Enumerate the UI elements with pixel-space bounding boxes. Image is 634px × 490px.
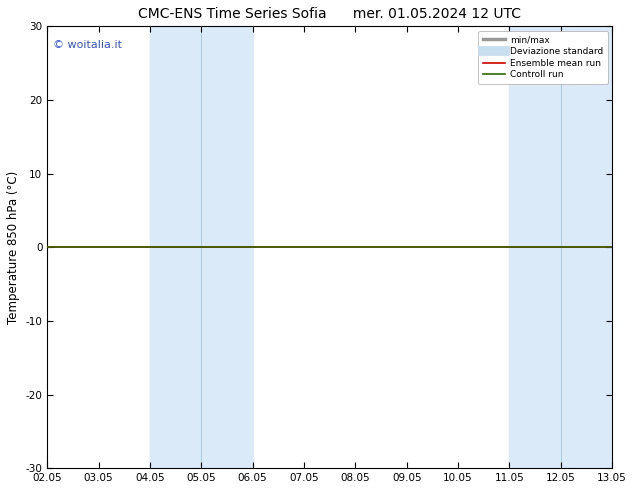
Bar	[510, 26, 612, 468]
Title: CMC-ENS Time Series Sofia      mer. 01.05.2024 12 UTC: CMC-ENS Time Series Sofia mer. 01.05.202…	[138, 7, 521, 21]
Y-axis label: Temperature 850 hPa (°C): Temperature 850 hPa (°C)	[7, 171, 20, 324]
Legend: min/max, Deviazione standard, Ensemble mean run, Controll run: min/max, Deviazione standard, Ensemble m…	[478, 31, 607, 84]
Text: © woitalia.it: © woitalia.it	[53, 40, 122, 49]
Bar	[150, 26, 253, 468]
